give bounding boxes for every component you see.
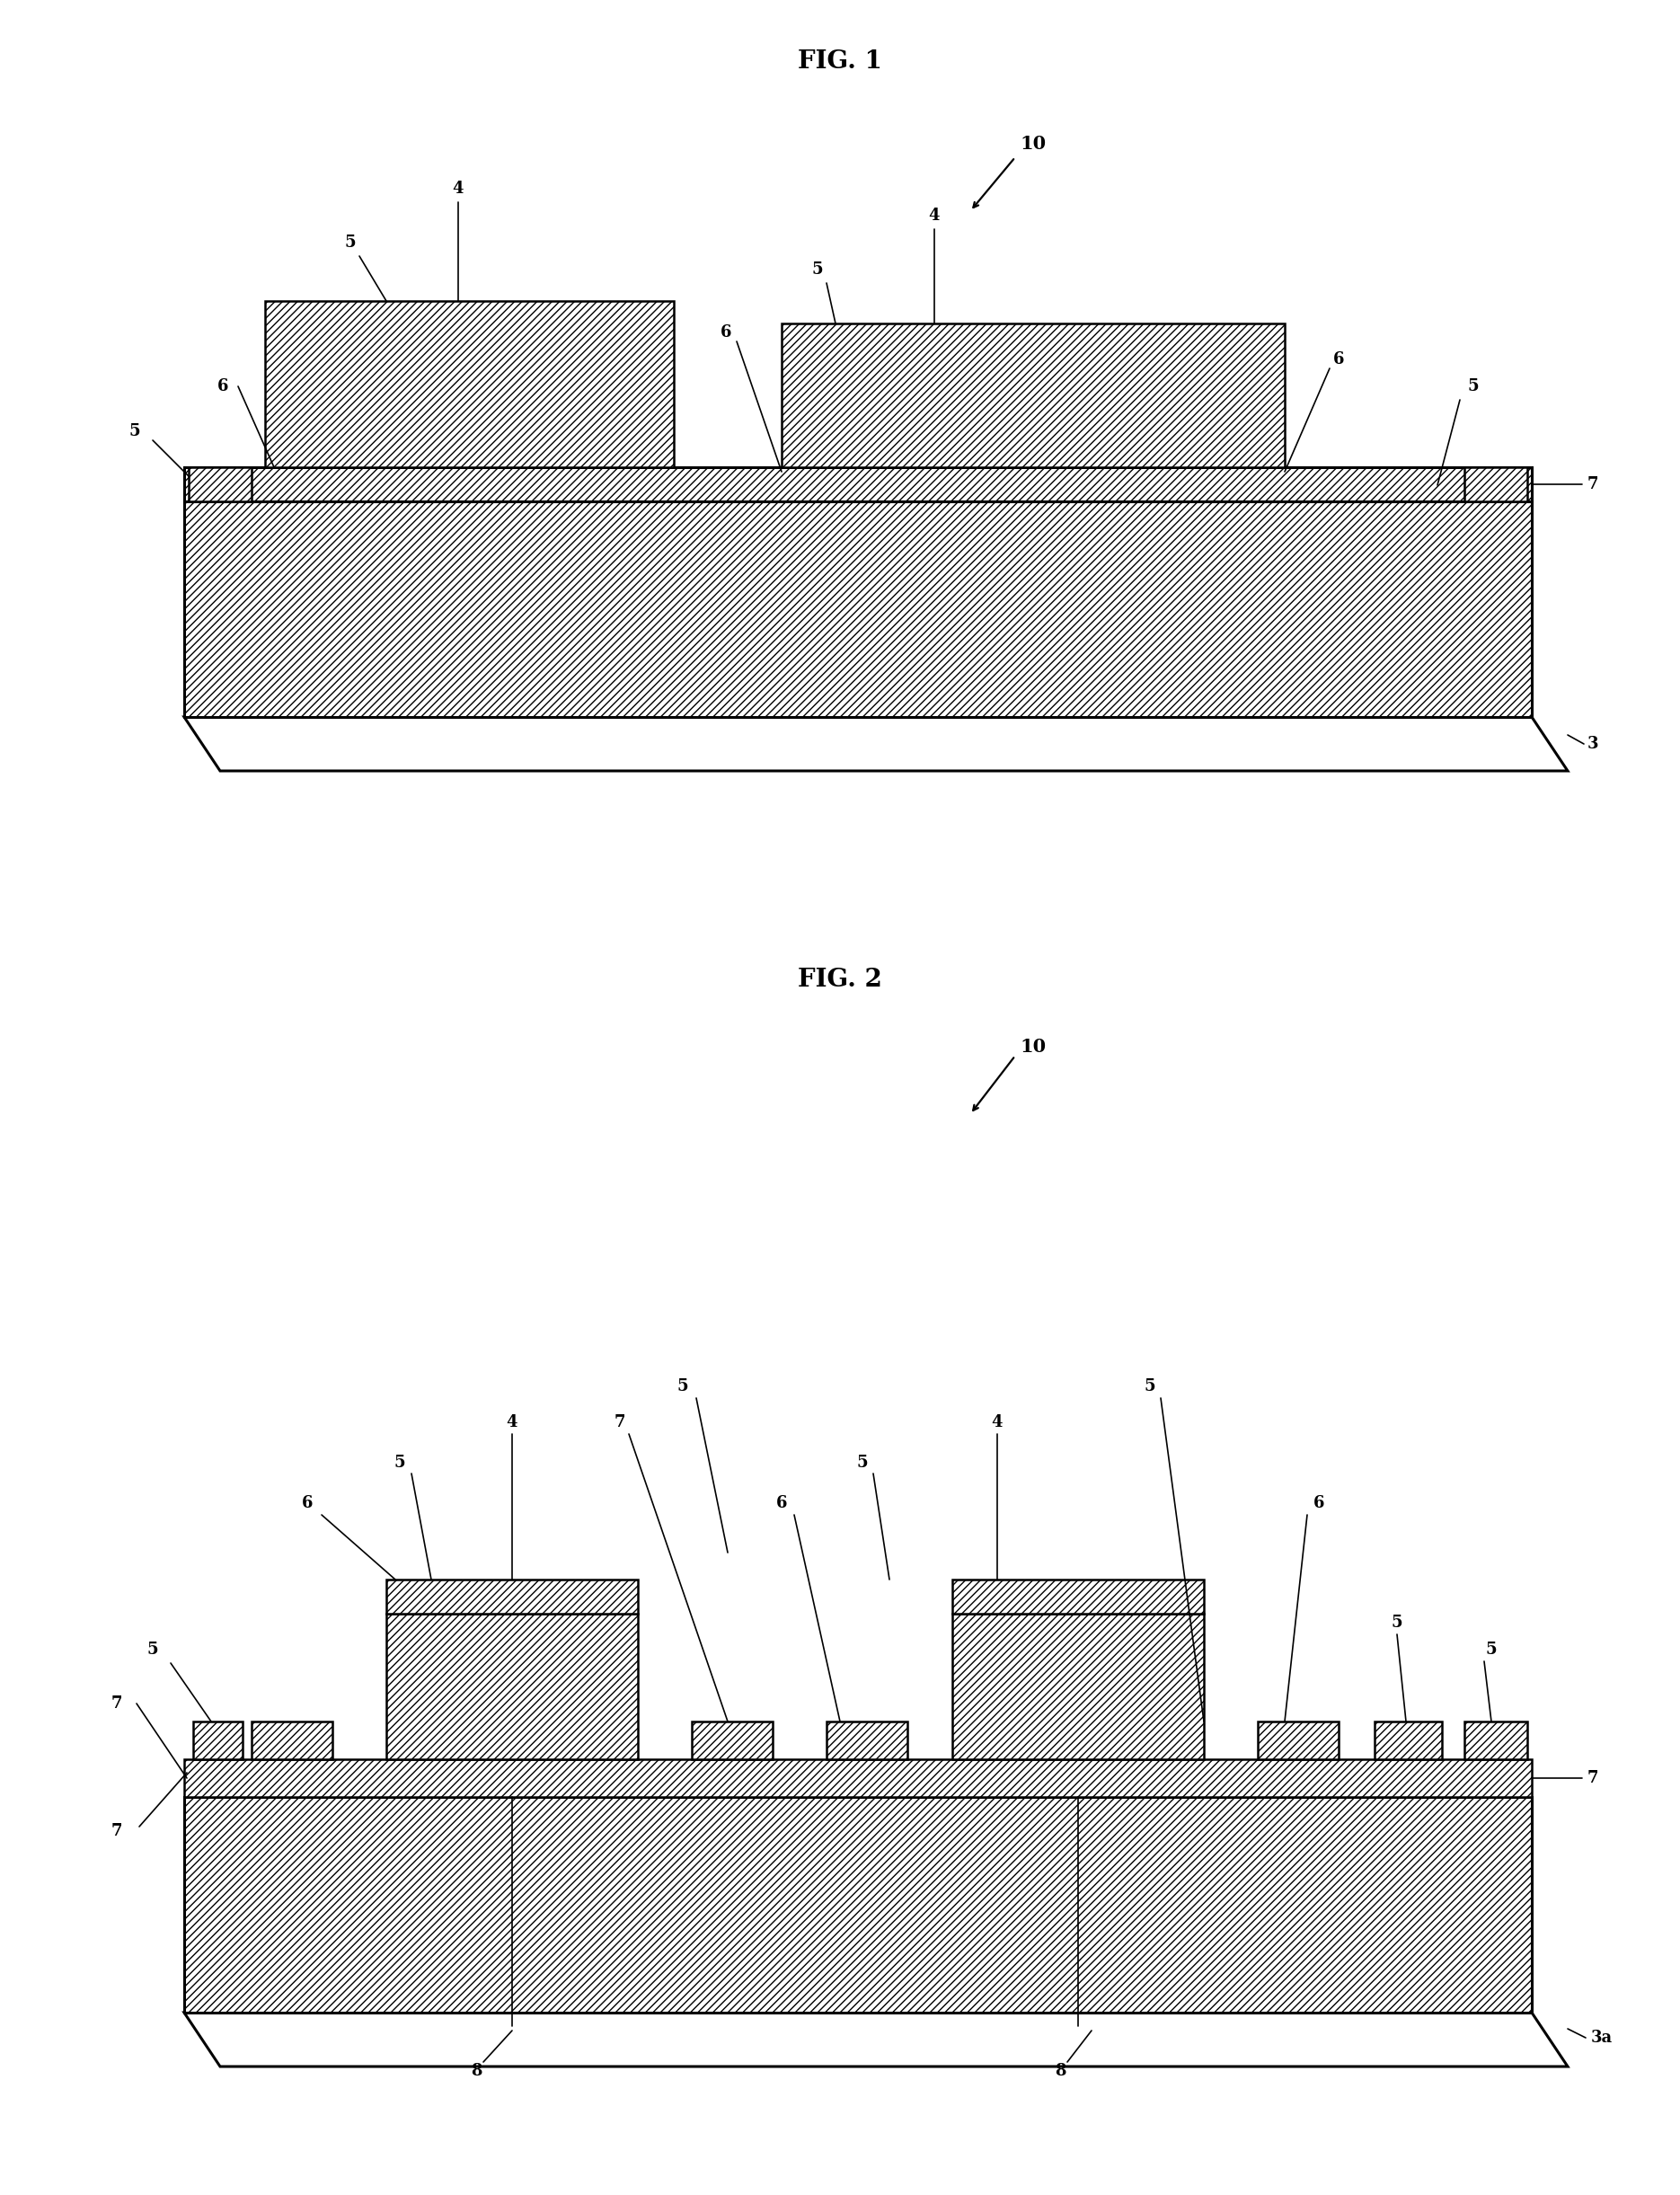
Text: 6: 6	[1314, 1495, 1324, 1510]
Text: 6: 6	[721, 325, 731, 340]
Text: 7: 7	[615, 1414, 625, 1431]
Bar	[185, 468, 1532, 500]
Bar	[252, 1721, 333, 1758]
Bar	[386, 1580, 638, 1613]
Text: 5: 5	[1144, 1378, 1156, 1394]
Bar	[827, 1721, 907, 1758]
Text: 5: 5	[1391, 1616, 1403, 1631]
Bar	[185, 1798, 1532, 2013]
Text: 5: 5	[1468, 378, 1478, 395]
Bar	[1465, 468, 1527, 500]
Bar	[193, 1721, 242, 1758]
Bar	[265, 301, 674, 468]
Bar	[1465, 1721, 1527, 1758]
Bar	[953, 1613, 1205, 1758]
Text: 5: 5	[129, 424, 141, 439]
Bar	[386, 1613, 638, 1758]
Text: 4: 4	[452, 180, 464, 198]
Polygon shape	[185, 718, 1567, 770]
Text: 5: 5	[677, 1378, 689, 1394]
Bar	[1258, 1721, 1339, 1758]
Bar	[692, 1721, 773, 1758]
Text: 5: 5	[857, 1455, 869, 1471]
Text: 5: 5	[395, 1455, 405, 1471]
Text: 8: 8	[470, 2063, 482, 2079]
Text: 7: 7	[1588, 476, 1598, 492]
Text: FIG. 1: FIG. 1	[798, 48, 882, 72]
Bar	[185, 500, 1532, 718]
Text: 8: 8	[1055, 2063, 1065, 2079]
Text: 5: 5	[1485, 1642, 1497, 1657]
Text: 6: 6	[217, 378, 228, 395]
Polygon shape	[185, 2013, 1567, 2065]
Bar	[781, 323, 1285, 468]
Bar	[185, 1758, 1532, 1798]
Text: 4: 4	[991, 1414, 1003, 1431]
Text: 10: 10	[1020, 134, 1047, 154]
Text: 5: 5	[811, 261, 823, 277]
Text: 5: 5	[344, 235, 356, 250]
Text: 7: 7	[111, 1695, 123, 1712]
Text: 6: 6	[1332, 351, 1344, 367]
Text: 6: 6	[302, 1495, 312, 1510]
Text: FIG. 2: FIG. 2	[798, 968, 882, 992]
Text: 10: 10	[1020, 1038, 1047, 1056]
Text: 7: 7	[1588, 1769, 1598, 1787]
Text: 6: 6	[776, 1495, 788, 1510]
Text: 7: 7	[111, 1824, 123, 1839]
Text: 3a: 3a	[1591, 2030, 1613, 2046]
Text: 4: 4	[506, 1414, 517, 1431]
Text: 3: 3	[1588, 735, 1598, 753]
Bar	[188, 468, 252, 500]
Bar	[1374, 1721, 1441, 1758]
Text: 4: 4	[929, 209, 939, 224]
Bar	[953, 1580, 1205, 1613]
Text: 5: 5	[148, 1642, 158, 1657]
